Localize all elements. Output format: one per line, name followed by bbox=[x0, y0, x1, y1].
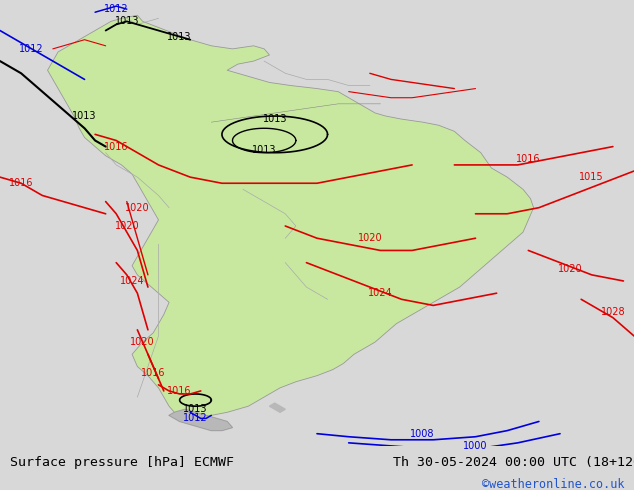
Text: 1013: 1013 bbox=[72, 111, 97, 121]
Text: 1016: 1016 bbox=[516, 154, 541, 164]
Text: 1013: 1013 bbox=[115, 16, 139, 26]
Polygon shape bbox=[169, 409, 233, 431]
Text: 1016: 1016 bbox=[141, 368, 165, 378]
Text: 1016: 1016 bbox=[9, 178, 34, 188]
Text: 1016: 1016 bbox=[167, 386, 192, 396]
Text: 1008: 1008 bbox=[410, 429, 435, 439]
Text: 1028: 1028 bbox=[600, 307, 625, 317]
Text: 1024: 1024 bbox=[368, 288, 392, 298]
Text: 1012: 1012 bbox=[183, 414, 208, 423]
Text: 1013: 1013 bbox=[167, 32, 192, 42]
Text: 1013: 1013 bbox=[183, 404, 208, 414]
Text: 1013: 1013 bbox=[252, 145, 276, 155]
Text: 1012: 1012 bbox=[104, 4, 129, 14]
Text: 1020: 1020 bbox=[131, 337, 155, 347]
Text: 1013: 1013 bbox=[262, 114, 287, 124]
Text: 1000: 1000 bbox=[463, 441, 488, 451]
Text: 1012: 1012 bbox=[20, 44, 44, 54]
Polygon shape bbox=[48, 15, 534, 421]
Text: 1020: 1020 bbox=[559, 264, 583, 274]
Polygon shape bbox=[269, 403, 285, 412]
Text: Surface pressure [hPa] ECMWF: Surface pressure [hPa] ECMWF bbox=[10, 456, 233, 469]
Text: 1020: 1020 bbox=[115, 221, 139, 231]
Text: ©weatheronline.co.uk: ©weatheronline.co.uk bbox=[482, 478, 624, 490]
Text: 1020: 1020 bbox=[125, 203, 150, 213]
Text: Th 30-05-2024 00:00 UTC (18+126): Th 30-05-2024 00:00 UTC (18+126) bbox=[393, 456, 634, 469]
Text: 1015: 1015 bbox=[579, 172, 604, 182]
Text: 1020: 1020 bbox=[358, 233, 382, 243]
Text: 1024: 1024 bbox=[120, 276, 145, 286]
Text: 1016: 1016 bbox=[104, 142, 129, 151]
